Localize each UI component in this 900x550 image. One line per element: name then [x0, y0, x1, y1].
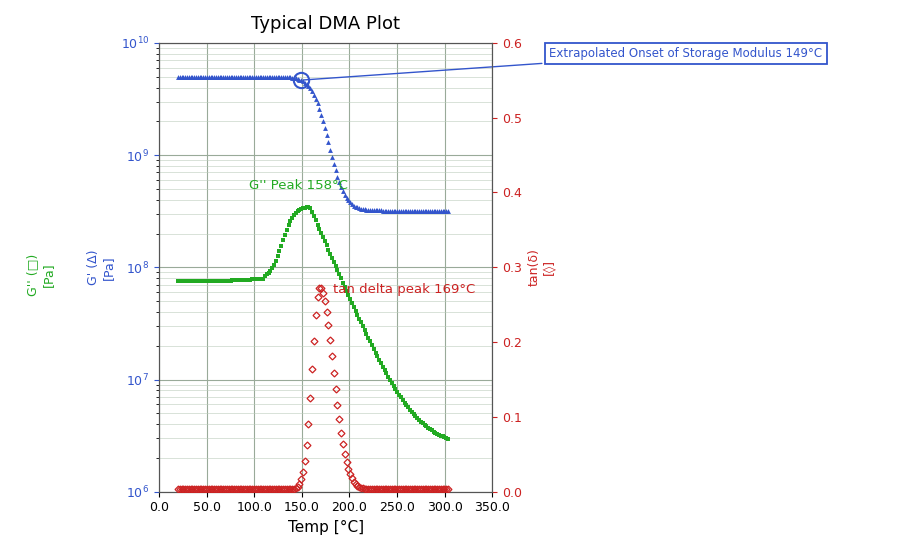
- Y-axis label: tan(δ)
[◊]: tan(δ) [◊]: [527, 249, 556, 286]
- Y-axis label: G' (Δ)
[Pa]: G' (Δ) [Pa]: [87, 250, 115, 285]
- Title: Typical DMA Plot: Typical DMA Plot: [251, 15, 400, 33]
- X-axis label: Temp [°C]: Temp [°C]: [287, 520, 364, 535]
- Text: tan delta peak 169°C: tan delta peak 169°C: [333, 283, 475, 296]
- Text: G'' (□)
[Pa]: G'' (□) [Pa]: [26, 254, 55, 296]
- Text: G'' Peak 158°C: G'' Peak 158°C: [249, 179, 348, 192]
- Text: Extrapolated Onset of Storage Modulus 149°C: Extrapolated Onset of Storage Modulus 14…: [303, 47, 823, 80]
